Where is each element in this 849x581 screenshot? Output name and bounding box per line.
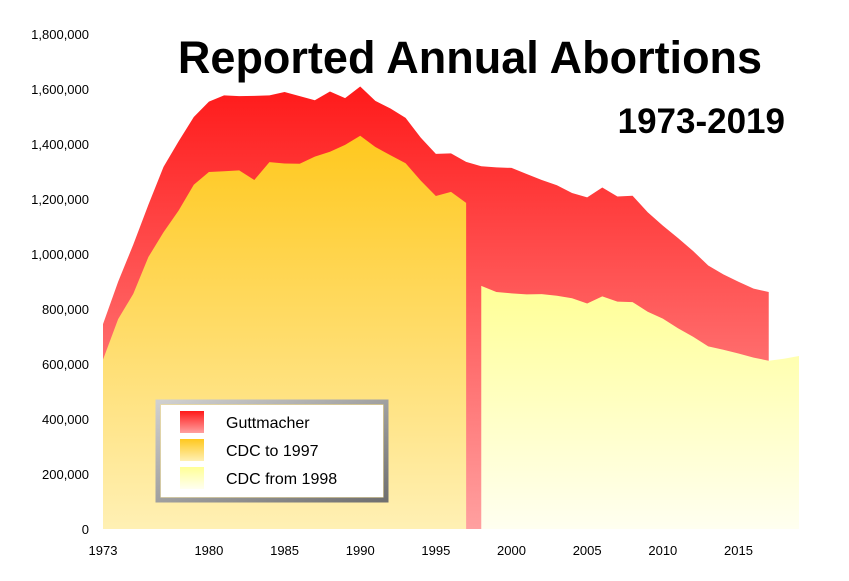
- y-tick-label: 1,800,000: [31, 27, 89, 42]
- chart-title: Reported Annual Abortions: [178, 32, 762, 83]
- y-tick-label: 600,000: [42, 357, 89, 372]
- legend-items: Guttmacher CDC to 1997 CDC from 1998: [180, 411, 337, 489]
- y-axis-ticks: 0 200,000 400,000 600,000 800,000 1,000,000 1,…: [31, 27, 89, 537]
- x-tick-label: 2015: [724, 543, 753, 558]
- y-tick-label: 0: [82, 522, 89, 537]
- chart-subtitle: 1973-2019: [618, 102, 785, 141]
- area-series-cdc-from-1998: [481, 285, 799, 529]
- x-tick-label: 2010: [648, 543, 677, 558]
- x-axis-ticks: 1973 1980 1985 1990 1995 2000 2005 2010 2015: [89, 543, 753, 558]
- y-tick-label: 1,000,000: [31, 247, 89, 262]
- legend-label-cdc-to-1997: CDC to 1997: [226, 443, 319, 460]
- y-tick-label: 1,400,000: [31, 137, 89, 152]
- x-tick-label: 1973: [89, 543, 118, 558]
- legend-label-cdc-from-1998: CDC from 1998: [226, 471, 337, 488]
- x-tick-label: 1985: [270, 543, 299, 558]
- y-tick-label: 1,600,000: [31, 82, 89, 97]
- legend: Guttmacher CDC to 1997 CDC from 1998: [155, 399, 389, 503]
- x-tick-label: 2000: [497, 543, 526, 558]
- x-tick-label: 1990: [346, 543, 375, 558]
- x-tick-label: 1995: [421, 543, 450, 558]
- x-tick-label: 1980: [194, 543, 223, 558]
- legend-swatch-cdc-to-1997: [180, 439, 204, 461]
- y-tick-label: 800,000: [42, 302, 89, 317]
- y-tick-label: 1,200,000: [31, 192, 89, 207]
- x-tick-label: 2005: [573, 543, 602, 558]
- legend-swatch-cdc-from-1998: [180, 467, 204, 489]
- y-tick-label: 200,000: [42, 467, 89, 482]
- y-tick-label: 400,000: [42, 412, 89, 427]
- legend-label-guttmacher: Guttmacher: [226, 415, 310, 432]
- legend-swatch-guttmacher: [180, 411, 204, 433]
- legend-frame: [155, 399, 389, 503]
